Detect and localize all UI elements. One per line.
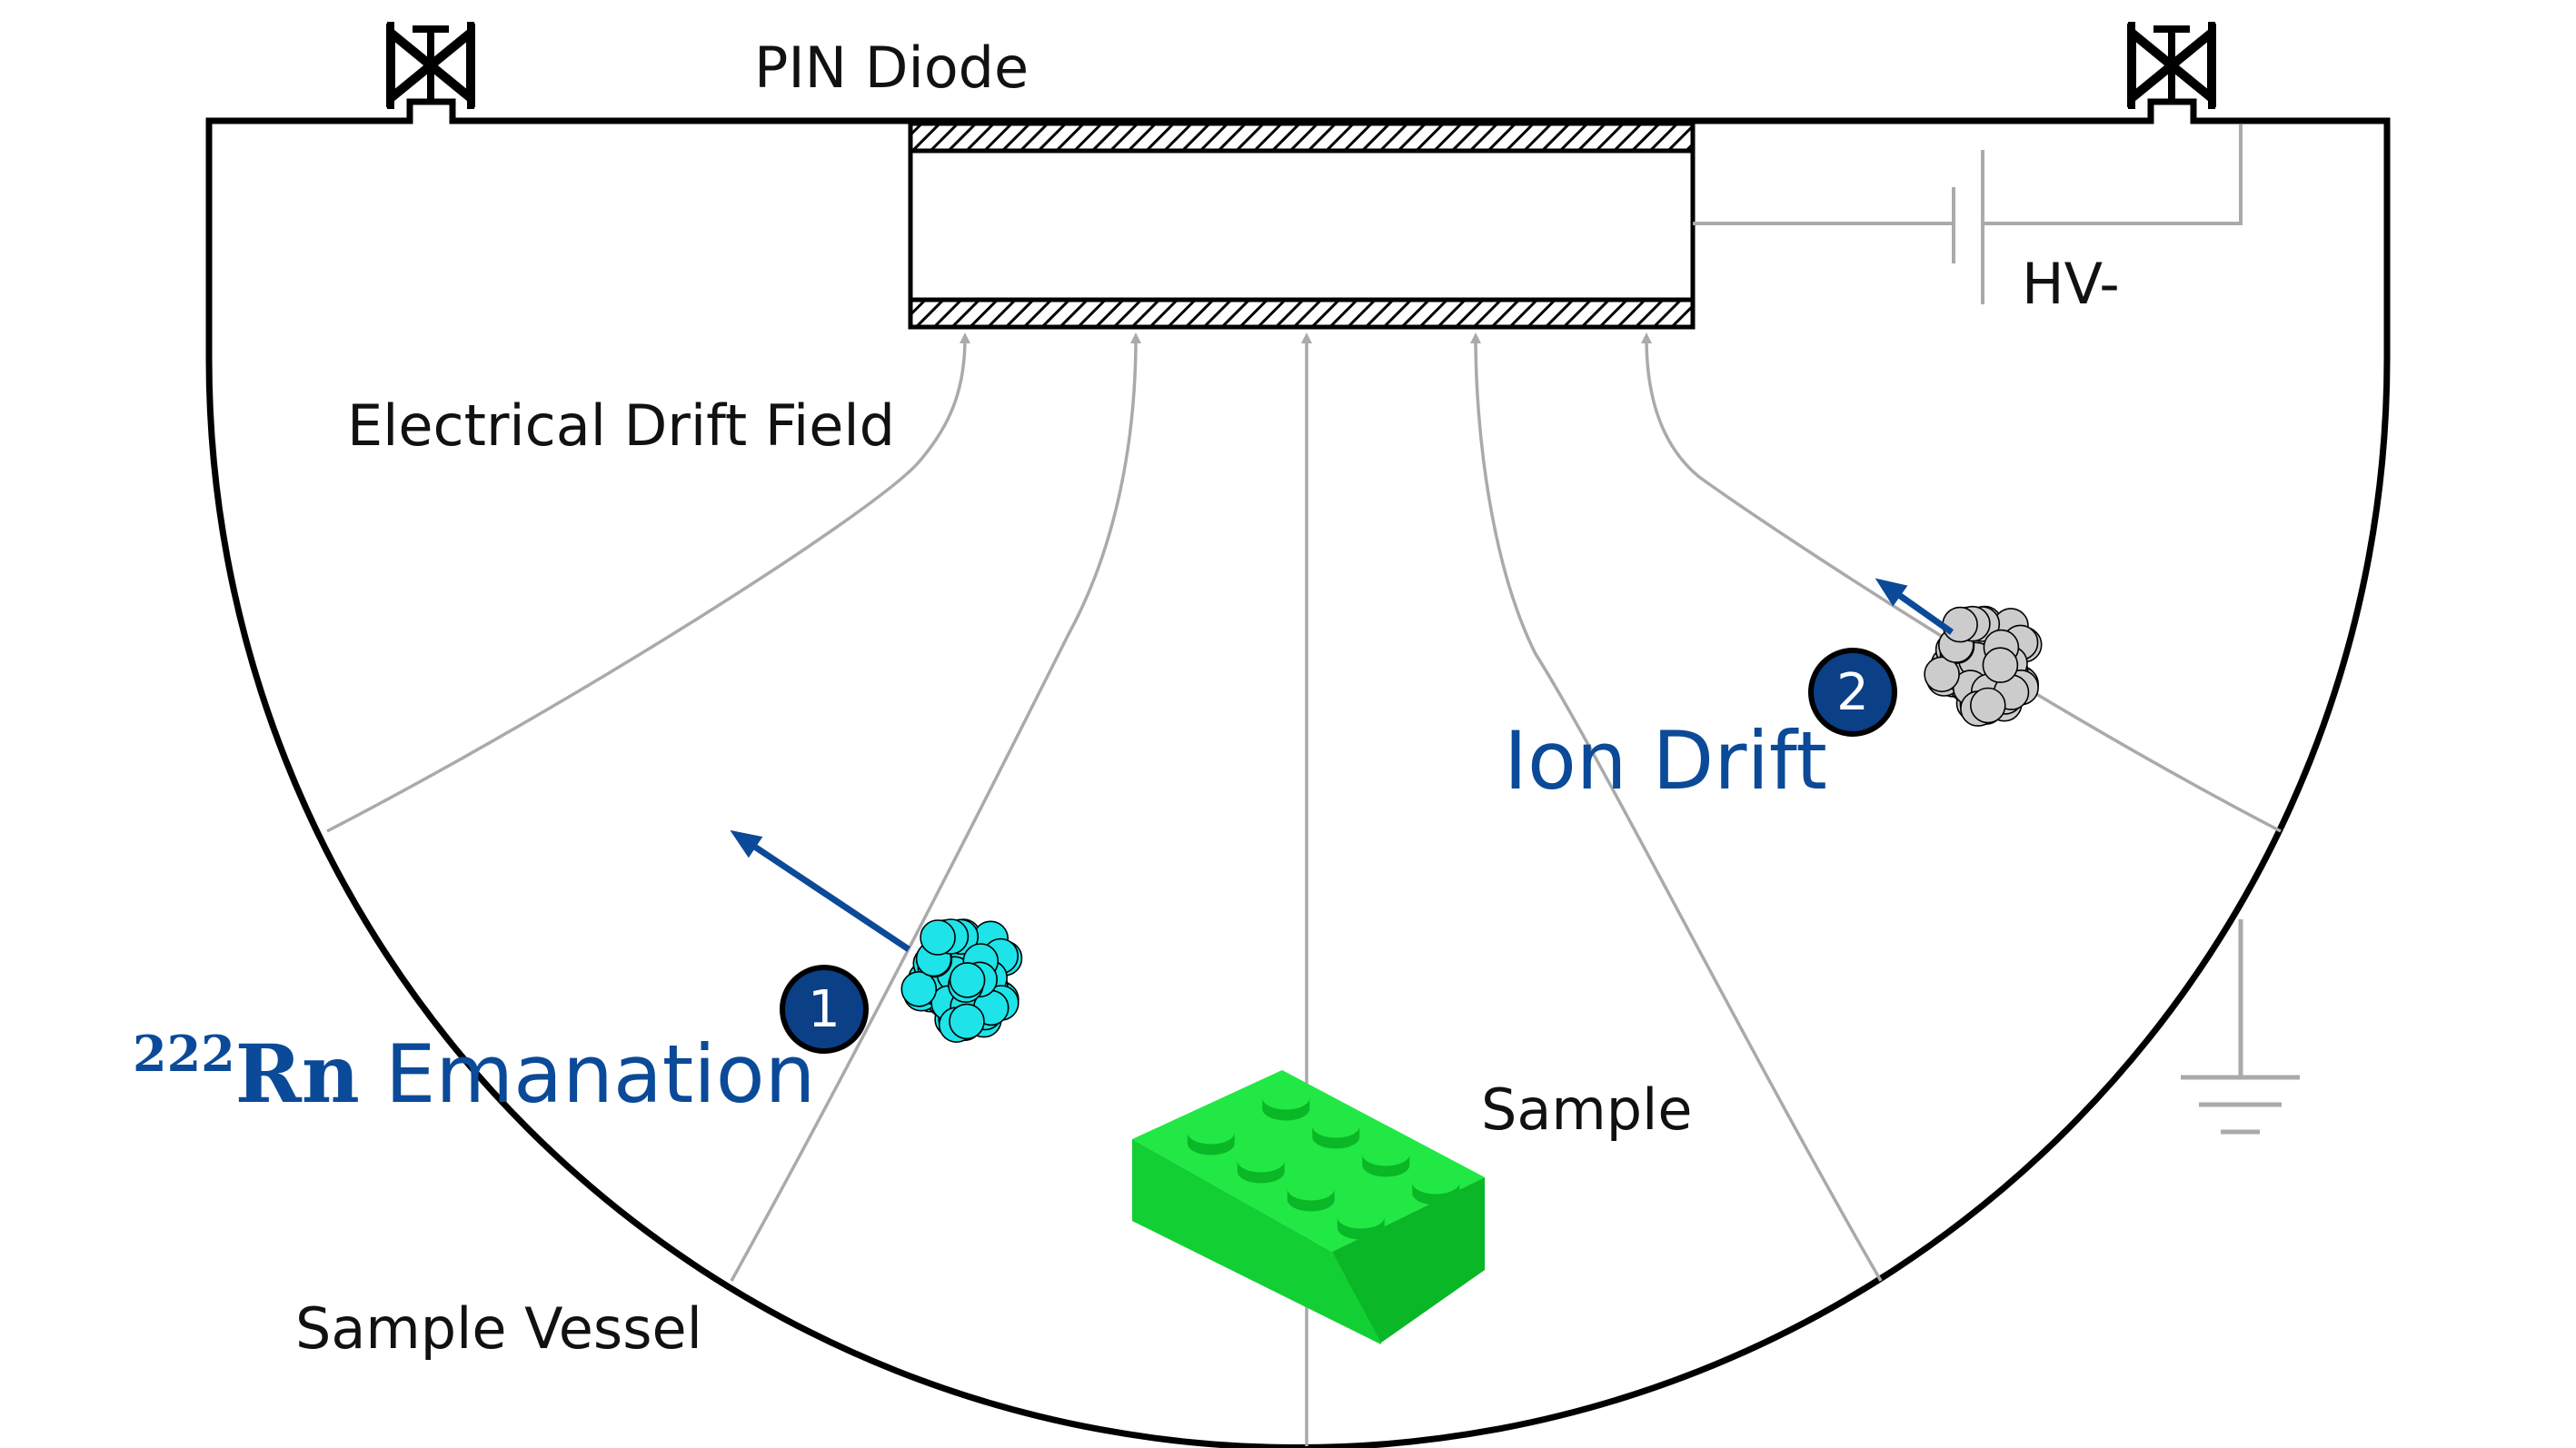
valve-left-icon xyxy=(386,22,475,109)
nucleus-rn-icon xyxy=(900,918,1023,1043)
brick-side-face xyxy=(1332,1177,1485,1343)
nucleon xyxy=(920,919,956,956)
pin-diode-label: PIN Diode xyxy=(754,35,1029,101)
brick-stud xyxy=(1262,1086,1310,1121)
drift-arrow xyxy=(1875,578,1954,635)
sample-label: Sample xyxy=(1481,1076,1692,1143)
step-number: 1 xyxy=(808,980,840,1039)
brick-top-face xyxy=(1132,1070,1485,1252)
lego-brick-icon xyxy=(1132,1070,1485,1344)
field-line xyxy=(1470,332,1883,1282)
nucleon xyxy=(949,1003,985,1040)
sample-vessel xyxy=(205,98,2391,1448)
ion-drift-label: Ion Drift xyxy=(1504,714,1827,808)
nucleon xyxy=(1942,606,1978,643)
nucleus-daughter-icon xyxy=(1924,605,2043,727)
diode-hatch-top xyxy=(908,121,1696,154)
brick-front-face-lower xyxy=(1132,1139,1381,1344)
field-line xyxy=(730,332,1141,1282)
step-badge-2: 2 xyxy=(1808,648,1897,737)
valve-right-icon xyxy=(2127,22,2216,109)
brick-stud xyxy=(1412,1170,1460,1205)
step-number: 2 xyxy=(1836,663,1869,722)
drift-field-label: Electrical Drift Field xyxy=(347,392,895,459)
brick-stud xyxy=(1187,1120,1235,1155)
brick-stud xyxy=(1362,1142,1410,1177)
brick-stud xyxy=(1287,1176,1335,1212)
rn-mass-number: 222 xyxy=(133,1025,235,1083)
vessel-label: Sample Vessel xyxy=(295,1295,702,1362)
hv-label: HV- xyxy=(2022,251,2120,317)
hv-circuit xyxy=(1693,124,2243,304)
ground-icon xyxy=(2181,919,2300,1135)
rn-emanation-text: Emanation xyxy=(360,1027,816,1121)
brick-stud xyxy=(1312,1114,1360,1149)
nucleon xyxy=(949,962,986,998)
emanation-arrow xyxy=(730,829,910,952)
field-line xyxy=(326,332,970,833)
pin-diode xyxy=(908,121,1696,330)
brick-stud xyxy=(1237,1148,1285,1184)
brick-stud xyxy=(1337,1205,1385,1240)
nucleon xyxy=(1924,656,1960,693)
electrical-drift-field xyxy=(326,332,2282,1446)
vessel-outline xyxy=(205,98,2391,1448)
nucleon xyxy=(900,971,938,1007)
brick-studs xyxy=(1187,1086,1460,1240)
nucleon xyxy=(1982,647,2019,684)
diode-hatch-bottom xyxy=(908,297,1696,330)
step-badge-1: 1 xyxy=(780,965,869,1054)
rn-emanation-label: 222Rn Emanation xyxy=(133,1025,815,1121)
rn-symbol: Rn xyxy=(235,1026,360,1121)
field-line xyxy=(1641,332,2282,833)
nucleon xyxy=(1970,687,2006,724)
